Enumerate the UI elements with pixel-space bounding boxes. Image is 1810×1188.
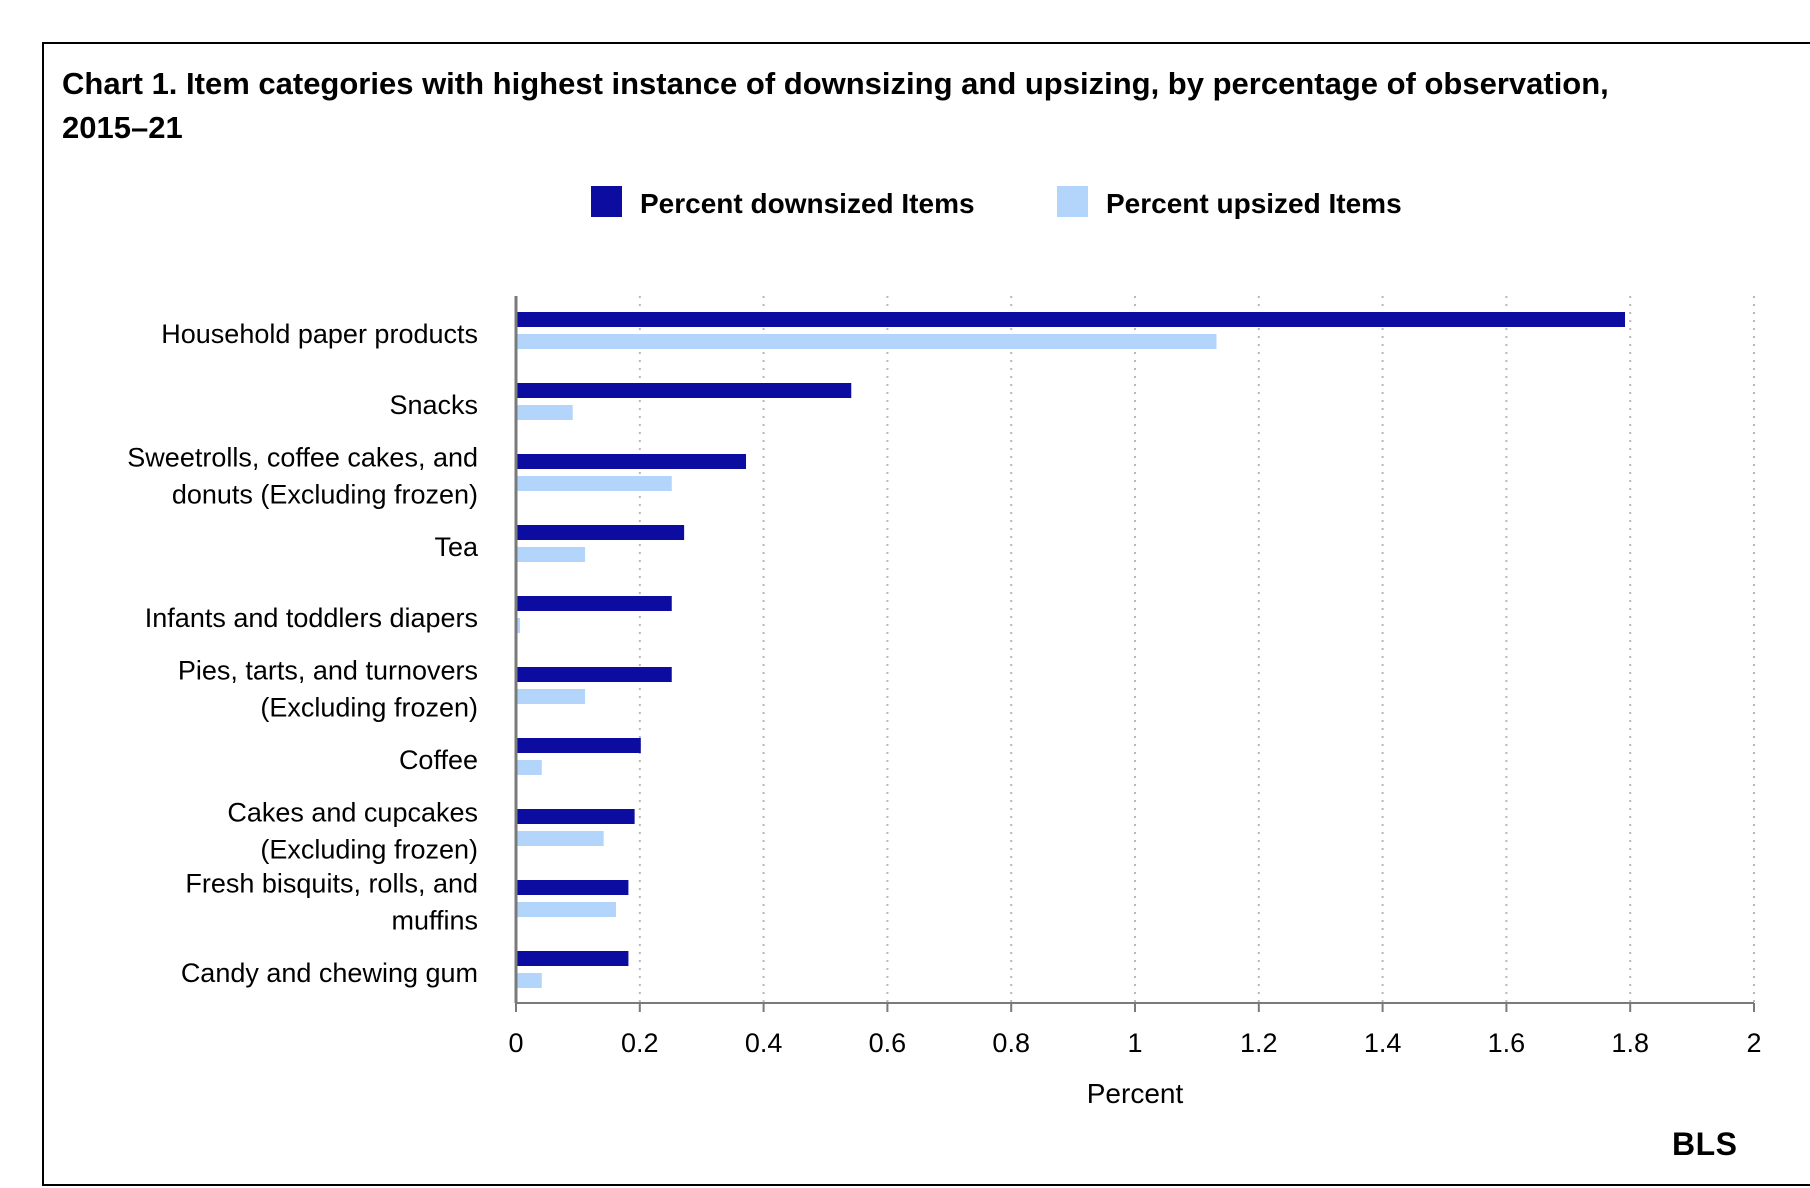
category-label-3-line-0: Tea	[434, 532, 479, 562]
bar-upsized-5	[517, 689, 586, 704]
bar-upsized-9	[517, 973, 542, 988]
x-axis-title: Percent	[1087, 1078, 1184, 1109]
x-tick-label-1: 0.2	[621, 1028, 659, 1058]
category-label-5-line-0: Pies, tarts, and turnovers	[178, 656, 478, 686]
bar-upsized-6	[517, 760, 542, 775]
x-tick-label-7: 1.4	[1364, 1028, 1402, 1058]
bar-downsized-3	[517, 525, 685, 540]
category-label-4-line-0: Infants and toddlers diapers	[145, 603, 478, 633]
chart-frame	[42, 42, 1810, 1186]
category-label-1-line-0: Snacks	[389, 390, 478, 420]
x-tick-label-3: 0.6	[869, 1028, 907, 1058]
category-labels: Household paper products Snacks Sweetrolls…	[127, 319, 479, 988]
bar-downsized-8	[517, 880, 629, 895]
legend-label-upsized: Percent upsized Items	[1106, 188, 1402, 219]
bar-downsized-6	[517, 738, 641, 753]
legend: Percent downsized Items Percent upsized …	[591, 186, 1402, 219]
bar-upsized-1	[517, 405, 573, 420]
x-tick-label-5: 1	[1127, 1028, 1142, 1058]
x-tick-label-9: 1.8	[1611, 1028, 1649, 1058]
bar-upsized-4	[517, 618, 521, 633]
bar-upsized-2	[517, 476, 672, 491]
bar-downsized-7	[517, 809, 635, 824]
x-tick-labels: 0 0.2 0.4 0.6 0.8 1 1.2 1.4 1.6 1.8 2	[508, 1028, 1761, 1058]
bar-downsized-4	[517, 596, 672, 611]
x-tick-label-2: 0.4	[745, 1028, 783, 1058]
legend-swatch-downsized	[591, 186, 622, 217]
bar-downsized-0	[517, 312, 1626, 327]
bls-logo: BLS	[1672, 1126, 1738, 1162]
bar-upsized-0	[517, 334, 1217, 349]
bar-downsized-2	[517, 454, 747, 469]
x-tick-label-8: 1.6	[1488, 1028, 1526, 1058]
x-tick-label-6: 1.2	[1240, 1028, 1278, 1058]
category-label-7-line-0: Cakes and cupcakes	[227, 798, 478, 828]
category-label-5-line-1: (Excluding frozen)	[260, 693, 478, 723]
category-label-2-line-0: Sweetrolls, coffee cakes, and	[127, 443, 478, 473]
category-label-9-line-0: Candy and chewing gum	[181, 958, 478, 988]
category-label-8-line-1: muffins	[391, 906, 478, 936]
legend-swatch-upsized	[1057, 186, 1088, 217]
bar-downsized-5	[517, 667, 672, 682]
category-label-0-line-0: Household paper products	[161, 319, 478, 349]
bar-downsized-1	[517, 383, 852, 398]
bar-downsized-9	[517, 951, 629, 966]
x-tick-label-4: 0.8	[992, 1028, 1030, 1058]
category-label-8-line-0: Fresh bisquits, rolls, and	[185, 869, 478, 899]
chart-title: Chart 1. Item categories with highest in…	[62, 66, 1609, 145]
gridlines	[638, 296, 1755, 1003]
category-label-6-line-0: Coffee	[399, 745, 478, 775]
x-tick-label-10: 2	[1746, 1028, 1761, 1058]
x-tick-label-0: 0	[508, 1028, 523, 1058]
bar-upsized-3	[517, 547, 586, 562]
legend-label-downsized: Percent downsized Items	[640, 188, 975, 219]
bar-upsized-7	[517, 831, 604, 846]
category-label-7-line-1: (Excluding frozen)	[260, 835, 478, 865]
category-label-2-line-1: donuts (Excluding frozen)	[172, 480, 478, 510]
bars	[517, 312, 1626, 988]
bar-upsized-8	[517, 902, 617, 917]
axes	[514, 296, 1755, 1012]
